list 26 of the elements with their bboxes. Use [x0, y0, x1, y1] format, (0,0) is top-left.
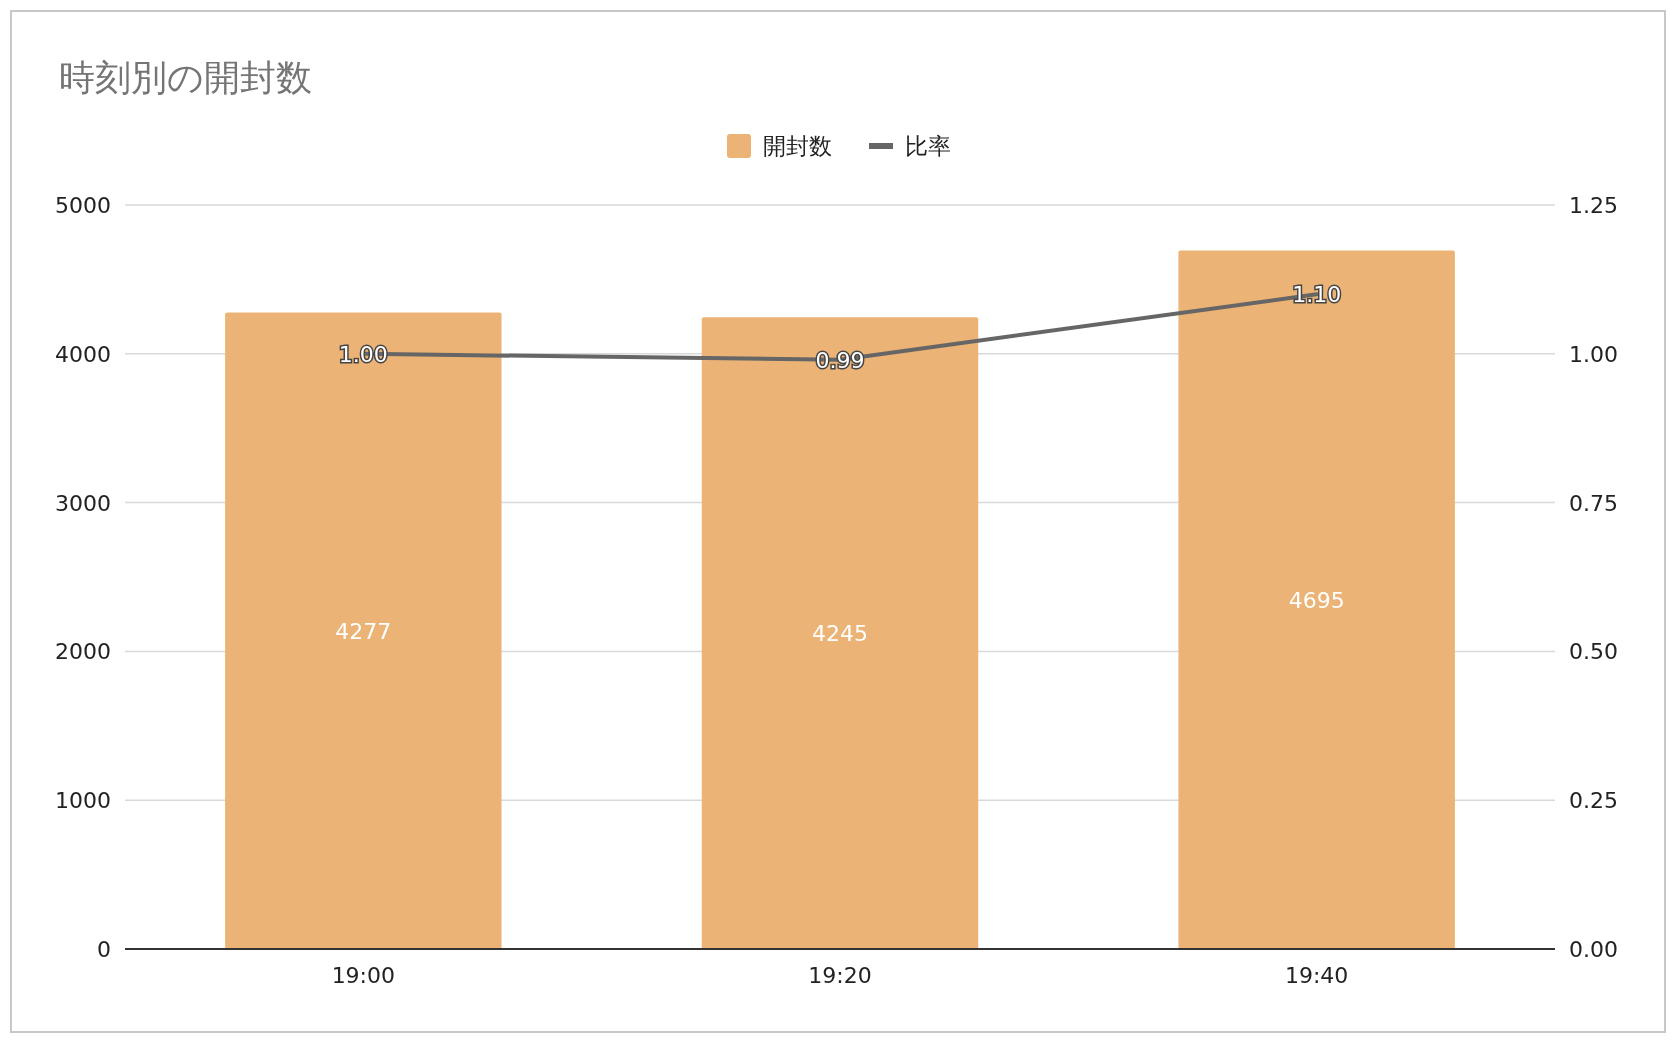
chart-title: 時刻別の開封数: [59, 57, 312, 98]
y-tick-label: 1000: [55, 788, 111, 814]
legend-label: 開封数: [763, 133, 832, 159]
data-label: 4695: [1288, 587, 1345, 613]
y2-tick-label: 0.50: [1569, 639, 1618, 665]
legend-label: 比率: [905, 133, 951, 159]
y2-tick-label: 0.25: [1569, 788, 1618, 814]
y2-tick-label: 0.75: [1569, 490, 1618, 516]
data-label: 1.00: [338, 341, 388, 367]
bar: [225, 312, 502, 949]
bar: [701, 317, 979, 949]
y2-tick-label: 0.00: [1569, 937, 1618, 962]
bar: [1178, 250, 1455, 949]
data-label: 4277: [335, 618, 392, 644]
y2-tick-label: 1.25: [1569, 193, 1618, 218]
y2-tick-label: 1.00: [1569, 341, 1618, 367]
data-label: 4245: [812, 621, 868, 647]
data-label: 1.10: [1292, 282, 1342, 308]
y-tick-label: 0: [97, 937, 111, 962]
x-tick-label: 19:40: [1284, 963, 1349, 988]
y-tick-label: 4000: [55, 341, 111, 367]
x-tick-label: 19:20: [808, 963, 872, 988]
y-tick-label: 2000: [55, 639, 111, 665]
x-tick-label: 19:00: [331, 963, 396, 988]
y-tick-label: 5000: [55, 193, 111, 218]
y-tick-label: 3000: [55, 490, 111, 516]
